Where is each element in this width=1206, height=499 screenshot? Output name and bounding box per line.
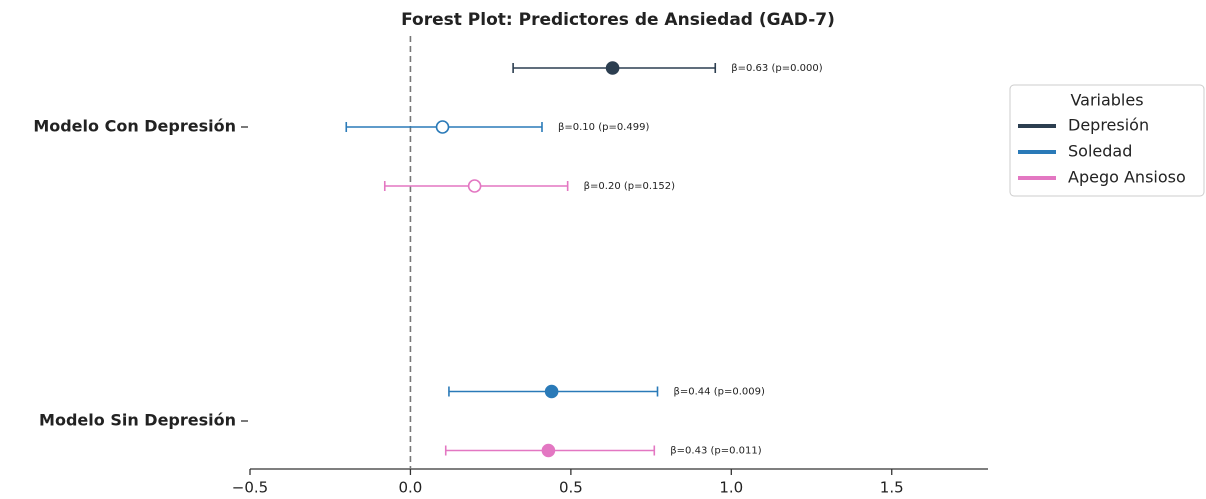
- point: [541, 443, 556, 458]
- point: [605, 61, 620, 75]
- value-label: β=0.63 (p=0.000): [731, 63, 822, 74]
- legend-label: Soledad: [1068, 142, 1132, 161]
- value-label: β=0.20 (p=0.152): [584, 181, 675, 192]
- legend-title: Variables: [1070, 91, 1143, 110]
- legend-label: Depresión: [1068, 116, 1149, 135]
- point: [467, 179, 482, 193]
- x-tick-label: −0.5: [232, 479, 268, 497]
- value-label: β=0.44 (p=0.009): [674, 387, 765, 398]
- x-tick-label: 1.0: [719, 479, 743, 497]
- x-tick-label: 0.0: [399, 479, 423, 497]
- legend-label: Apego Ansioso: [1068, 168, 1186, 187]
- point: [435, 120, 450, 134]
- y-tick-label: Modelo Sin Depresión: [39, 411, 236, 430]
- x-tick-label: 0.5: [559, 479, 583, 497]
- legend-box: [1009, 84, 1205, 197]
- y-tick-label: Modelo Con Depresión: [33, 117, 236, 136]
- value-label: β=0.10 (p=0.499): [558, 122, 649, 133]
- value-label: β=0.43 (p=0.011): [670, 446, 761, 457]
- x-tick-label: 1.5: [880, 479, 904, 497]
- chart-title: Forest Plot: Predictores de Ansiedad (GA…: [401, 10, 835, 30]
- point: [544, 384, 559, 399]
